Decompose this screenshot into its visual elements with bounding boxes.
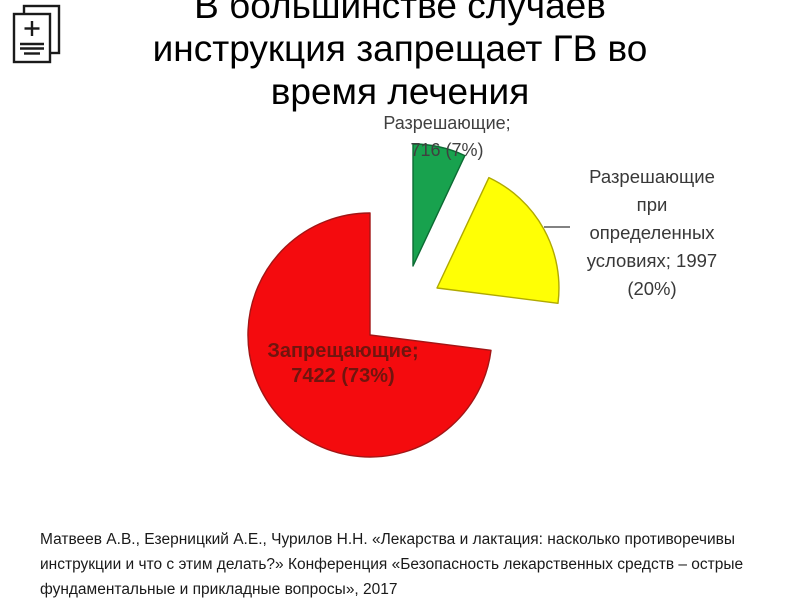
pie-label-line: определенных: [589, 222, 715, 243]
slide-title-line: В большинстве случаев: [194, 0, 606, 26]
citation-line: Матвеев А.В., Езерницкий А.Е., Чурилов Н…: [40, 531, 736, 548]
slide-title-line: инструкция запрещает ГВ во: [152, 28, 648, 69]
pie-slice-conditional: [436, 176, 560, 304]
pie-label-line: (20%): [627, 278, 677, 299]
pie-label-line: Разрешающие: [589, 166, 715, 187]
citation-line: инструкции и что с этим делать?» Конфере…: [40, 556, 744, 573]
pie-label-forbidding: Запрещающие; 7422 (73%): [243, 339, 443, 389]
pie-label-line: при: [636, 194, 668, 215]
pie-label-line: условиях; 1997: [586, 250, 718, 271]
slide-title: В большинстве случаев инструкция запреща…: [90, 0, 710, 113]
pie-label-conditional: Разрешающие при определенных условиях; 1…: [552, 163, 752, 303]
pie-slice-permitting: [412, 143, 466, 267]
pie-label-line: Разрешающие;: [383, 113, 511, 133]
slide-title-line: время лечения: [270, 71, 530, 112]
pie-label-line: 716 (7%): [410, 140, 484, 160]
pie-label-line: 7422 (73%): [291, 365, 395, 387]
documents-icon: [12, 4, 61, 64]
pie-label-line: Запрещающие;: [267, 340, 419, 362]
citation-text: Матвеев А.В., Езерницкий А.Е., Чурилов Н…: [40, 527, 760, 600]
citation-line: фундаментальные и прикладные вопросы», 2…: [40, 581, 398, 598]
pie-slice-forbidding: [247, 212, 492, 458]
pie-label-permitting: Разрешающие; 716 (7%): [347, 110, 547, 164]
